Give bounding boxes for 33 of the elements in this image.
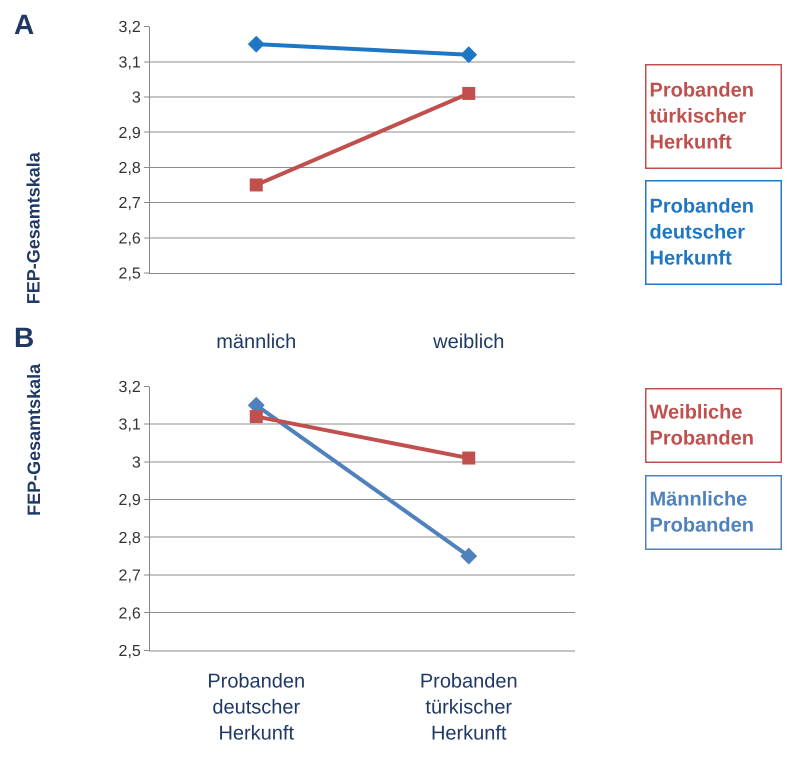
point [462, 86, 476, 100]
y-tick-label: 2,8 [118, 160, 141, 177]
point [250, 178, 263, 192]
point [248, 36, 265, 53]
y-tick-label: 2,7 [118, 568, 141, 585]
y-axis-title: FEP-Gesamtskala [24, 362, 44, 516]
point [462, 452, 476, 465]
point [250, 410, 263, 424]
y-tick-label: 2,6 [118, 605, 141, 622]
chart-title: A [14, 9, 34, 40]
y-tick-label: 2,6 [118, 230, 141, 248]
y-tick-label: 2,9 [118, 124, 141, 142]
y-tick-label: 2,9 [118, 492, 141, 510]
y-tick-label: 3,1 [118, 54, 141, 72]
y-tick-label: 2,5 [118, 643, 141, 660]
text: Männliche Probanden [650, 488, 754, 536]
y-axis-title: FEP-Gesamtskala [24, 151, 44, 304]
y-tick-label: 3,2 [118, 378, 141, 396]
y-tick-label: 3,2 [118, 19, 141, 36]
text: Probanden türkischer Herkunft [650, 80, 754, 154]
y-tick-label: 2,7 [118, 195, 141, 212]
point [460, 548, 478, 565]
x-tick-label: weiblich [432, 330, 504, 353]
text: Weibliche Probanden [650, 402, 754, 450]
chart-title: B [14, 322, 34, 353]
text: Probanden deutscher Herkunft [650, 196, 754, 270]
y-tick-label: 3 [132, 454, 141, 472]
y-tick-label: 2,5 [118, 266, 141, 283]
x-tick-label: männlich [216, 330, 296, 353]
y-tick-label: 3,1 [118, 416, 141, 434]
point [460, 46, 478, 64]
y-tick-label: 2,8 [118, 530, 141, 547]
y-tick-label: 3 [132, 90, 141, 107]
